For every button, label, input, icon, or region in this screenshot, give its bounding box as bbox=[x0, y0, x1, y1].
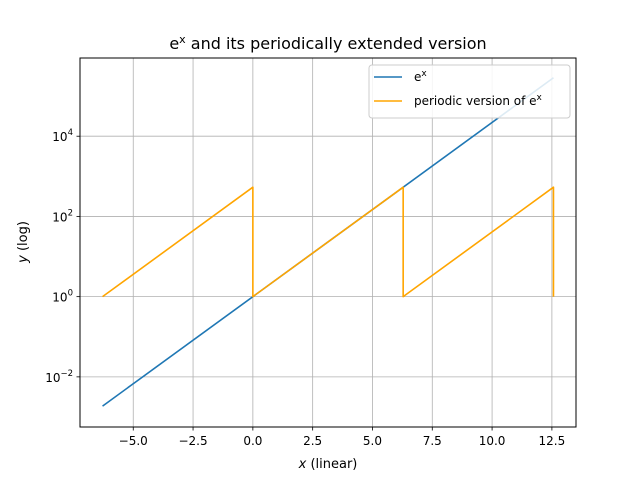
legend-box bbox=[368, 64, 571, 119]
chart-title: ex and its periodically extended version bbox=[169, 33, 486, 53]
x-tick-label: 10.0 bbox=[479, 434, 506, 448]
x-axis-label: x (linear) bbox=[298, 457, 358, 472]
x-tick-label: 5.0 bbox=[363, 434, 382, 448]
legend-label-ex: ex bbox=[414, 69, 427, 84]
y-axis: 10−2 100 102 104 bbox=[45, 128, 80, 385]
x-tick-label: 7.5 bbox=[423, 434, 442, 448]
x-tick-label: 0.0 bbox=[243, 434, 262, 448]
plot-frame bbox=[79, 57, 577, 428]
x-tick-label: 2.5 bbox=[303, 434, 322, 448]
x-tick-label: −5.0 bbox=[119, 434, 148, 448]
x-tick-label: 12.5 bbox=[539, 434, 566, 448]
series-line-periodic bbox=[102, 186, 555, 298]
y-tick-label: 102 bbox=[52, 208, 73, 224]
legend-label-periodic: periodic version of ex bbox=[414, 93, 543, 108]
y-axis-label: y (log) bbox=[16, 221, 31, 264]
y-tick-label: 100 bbox=[52, 289, 73, 305]
y-tick-label: 104 bbox=[52, 128, 73, 144]
y-tick-label: 10−2 bbox=[45, 369, 73, 385]
legend: ex periodic version of ex bbox=[368, 64, 571, 119]
x-tick-label: −2.5 bbox=[178, 434, 207, 448]
series-layer bbox=[102, 77, 555, 407]
x-axis: −5.0 −2.5 0.0 2.5 5.0 7.5 10.0 12.5 bbox=[119, 427, 566, 448]
grid bbox=[80, 58, 576, 427]
